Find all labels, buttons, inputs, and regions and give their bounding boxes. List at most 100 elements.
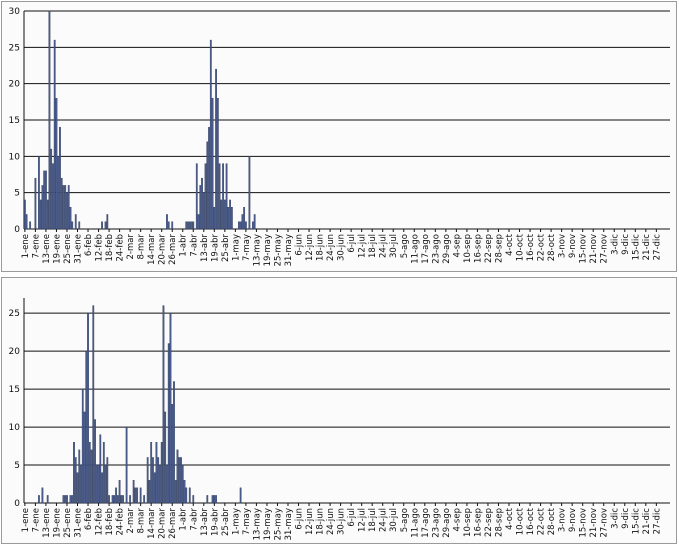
bar: [150, 442, 153, 504]
x-tick-label: 9-nov: [568, 234, 578, 258]
bar: [167, 221, 170, 230]
bar: [129, 495, 132, 504]
bar: [159, 464, 161, 504]
x-tick-label: 22-sep: [484, 508, 494, 537]
bar: [143, 495, 146, 504]
bar: [59, 127, 61, 230]
bar: [167, 343, 170, 504]
x-tick-label: 7-may: [242, 234, 252, 261]
x-tick-label: 27-dic: [652, 234, 662, 261]
bar: [173, 381, 175, 504]
x-tick-label: 30-jul: [389, 234, 399, 258]
bar: [116, 495, 119, 504]
bar: [157, 457, 160, 504]
x-tick-label: 22-oct: [537, 233, 547, 261]
bar: [190, 221, 193, 230]
x-tick-label: 14-mar: [147, 234, 157, 265]
y-tick-label: 25: [9, 43, 20, 53]
x-tick-label: 6-jun: [295, 508, 305, 530]
bar: [69, 495, 72, 504]
bar: [220, 199, 223, 230]
bar: [39, 199, 42, 230]
bar: [185, 221, 188, 230]
bar: [188, 487, 191, 504]
bar: [34, 177, 37, 230]
x-tick-label: 10-oct: [516, 507, 526, 535]
x-tick-label: 14-mar: [147, 508, 157, 539]
bar: [87, 312, 89, 504]
y-tick-label: 15: [9, 385, 20, 395]
x-tick-label: 21-nov: [589, 234, 599, 264]
x-tick-label: 12-feb: [95, 234, 105, 262]
x-tick-label: 17-ago: [421, 234, 431, 264]
bar: [46, 495, 49, 504]
bar: [174, 480, 177, 504]
bar: [239, 221, 242, 230]
x-tick-label: 25-ene: [63, 234, 73, 264]
x-tick-label: 22-oct: [537, 507, 547, 535]
bar: [225, 163, 228, 230]
x-tick-label: 31-may: [284, 508, 294, 540]
bar: [55, 97, 58, 230]
x-tick-label: 3-nov: [558, 234, 568, 258]
x-tick-label: 13-ene: [42, 508, 52, 538]
bar: [197, 214, 200, 230]
bar: [215, 495, 217, 504]
bar: [243, 206, 246, 230]
bar: [57, 156, 60, 230]
x-tick-label: 16-sep: [473, 234, 483, 263]
bar: [218, 163, 221, 230]
x-tick-label: 18-feb: [105, 234, 115, 262]
y-tick-label: 0: [14, 499, 20, 509]
y-tick-label: 0: [14, 225, 20, 235]
x-tick-label: 25-ene: [63, 508, 73, 538]
bar: [209, 39, 212, 230]
x-tick-label: 6-jul: [347, 508, 357, 527]
bar: [136, 487, 139, 504]
x-tick-label: 24-jul: [379, 234, 389, 258]
x-tick-label: 13-may: [252, 234, 262, 266]
bar: [99, 434, 102, 504]
bar: [38, 495, 40, 504]
bar-chart-top: 0 5 10 15 20 25 30 1-ene 7-ene 13-ene 19-ene 25-ene…: [9, 7, 670, 266]
bar: [252, 221, 254, 230]
x-tick-label: 15-nov: [579, 234, 589, 264]
bar: [29, 221, 32, 230]
x-tick-label: 12-jun: [305, 234, 315, 261]
x-tick-label: 29-ago: [442, 234, 452, 264]
bar: [201, 177, 203, 230]
bar: [95, 464, 98, 504]
bar: [213, 495, 216, 504]
y-tick-label: 5: [14, 461, 20, 471]
bar: [213, 206, 216, 230]
bar: [111, 495, 114, 504]
x-tick-label: 9-dic: [621, 234, 631, 255]
bar: [69, 206, 72, 230]
bar: [74, 214, 77, 230]
bar: [80, 464, 82, 504]
x-tick-label: 10-sep: [463, 508, 473, 537]
bar: [92, 305, 95, 504]
x-tick-label: 11-ago: [410, 508, 420, 538]
bar: [192, 495, 195, 504]
x-tick-label: 28-sep: [494, 234, 504, 263]
bar: [222, 163, 224, 230]
x-tick-label: 26-mar: [168, 234, 178, 265]
x-tick-label: 19-ene: [52, 508, 62, 538]
x-tick-label: 21-dic: [642, 508, 652, 535]
bar: [104, 464, 107, 504]
bar: [229, 199, 231, 230]
x-tick-label: 1-abr: [179, 507, 189, 530]
x-tick-label: 24-jun: [326, 234, 336, 261]
x-tick-label: 30-jun: [337, 234, 347, 261]
x-tick-label: 18-jul: [368, 508, 378, 532]
bar: [160, 442, 163, 504]
x-tick-label: 21-dic: [642, 234, 652, 261]
bar: [155, 442, 158, 504]
bar: [41, 185, 44, 230]
bar: [64, 185, 67, 230]
x-tick-label: 25-may: [273, 234, 283, 266]
x-tick-label: 8-mar: [137, 508, 147, 534]
y-tick-label: 25: [9, 309, 20, 319]
bar: [101, 221, 103, 230]
